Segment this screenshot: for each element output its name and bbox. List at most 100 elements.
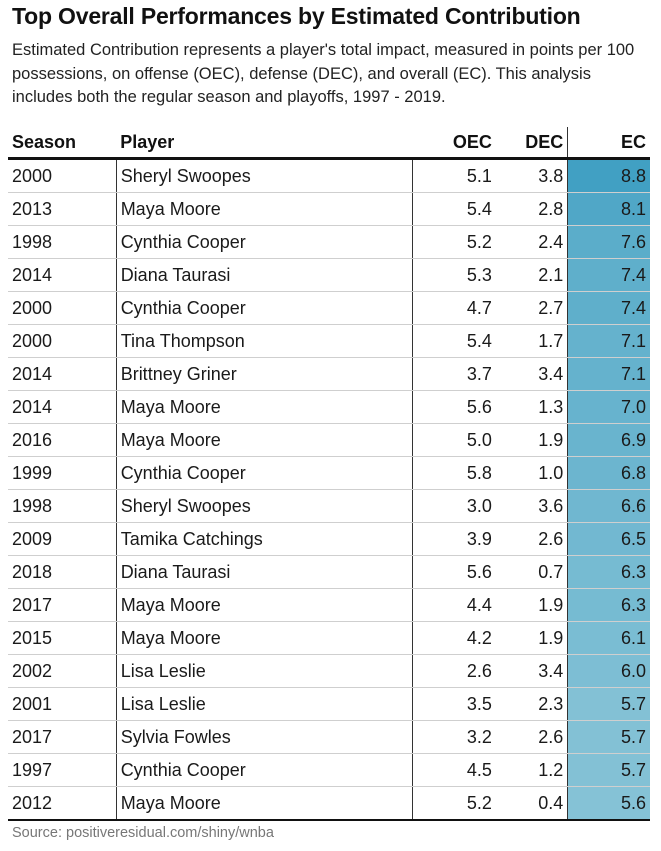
ec-cell: 7.4 [567,258,650,292]
season-cell: 2000 [8,324,117,358]
player-cell: Sylvia Fowles [116,720,413,754]
dec-cell: 0.4 [495,786,568,821]
table-body: 2000 Sheryl Swoopes 5.1 3.8 8.8 2013 Maya Moor… [8,158,650,821]
table-row: 2009 Tamika Catchings 3.9 2.6 6.5 [8,522,650,556]
player-cell: Brittney Griner [116,357,413,391]
oec-cell: 5.6 [412,390,496,424]
oec-cell: 5.4 [412,324,496,358]
dec-cell: 3.6 [495,489,568,523]
player-cell: Diana Taurasi [116,258,413,292]
season-cell: 2012 [8,786,117,821]
oec-cell: 4.5 [412,753,496,787]
ec-cell: 6.3 [567,588,650,622]
season-cell: 2014 [8,390,117,424]
season-cell: 2018 [8,555,117,589]
dec-cell: 1.9 [495,423,568,457]
ec-cell: 6.8 [567,456,650,490]
table-row: 2014 Brittney Griner 3.7 3.4 7.1 [8,357,650,391]
ec-cell: 6.1 [567,621,650,655]
dec-cell: 1.7 [495,324,568,358]
oec-cell: 5.2 [412,786,496,821]
player-cell: Diana Taurasi [116,555,413,589]
oec-cell: 5.0 [412,423,496,457]
season-cell: 2017 [8,588,117,622]
table-row: 1998 Cynthia Cooper 5.2 2.4 7.6 [8,225,650,259]
player-cell: Maya Moore [116,621,413,655]
dec-cell: 1.3 [495,390,568,424]
performance-table: Season Player OEC DEC EC 2000 Sheryl Swoo… [8,127,650,821]
table-row: 2016 Maya Moore 5.0 1.9 6.9 [8,423,650,457]
dec-cell: 3.8 [495,158,568,193]
oec-cell: 5.2 [412,225,496,259]
dec-cell: 2.8 [495,192,568,226]
source-note: Source: positiveresidual.com/shiny/wnba [12,825,274,841]
player-cell: Tamika Catchings [116,522,413,556]
season-cell: 2014 [8,357,117,391]
dec-cell: 2.6 [495,720,568,754]
table-row: 1997 Cynthia Cooper 4.5 1.2 5.7 [8,753,650,787]
ec-cell: 7.4 [567,291,650,325]
table-row: 1999 Cynthia Cooper 5.8 1.0 6.8 [8,456,650,490]
dec-cell: 2.1 [495,258,568,292]
oec-cell: 2.6 [412,654,496,688]
season-cell: 1997 [8,753,117,787]
season-cell: 2016 [8,423,117,457]
oec-cell: 4.4 [412,588,496,622]
season-cell: 2002 [8,654,117,688]
oec-cell: 5.6 [412,555,496,589]
oec-cell: 3.5 [412,687,496,721]
ec-cell: 7.1 [567,324,650,358]
dec-cell: 2.3 [495,687,568,721]
ec-cell: 6.6 [567,489,650,523]
table-row: 2017 Maya Moore 4.4 1.9 6.3 [8,588,650,622]
table-row: 2014 Diana Taurasi 5.3 2.1 7.4 [8,258,650,292]
season-cell: 2017 [8,720,117,754]
ec-cell: 8.8 [567,158,650,193]
player-cell: Cynthia Cooper [116,291,413,325]
ec-cell: 6.3 [567,555,650,589]
chart-title: Top Overall Performances by Estimated Co… [12,3,581,29]
table-header-row: Season Player OEC DEC EC [8,127,650,160]
dec-cell: 1.2 [495,753,568,787]
dec-cell: 3.4 [495,654,568,688]
season-cell: 2013 [8,192,117,226]
dec-cell: 1.9 [495,588,568,622]
season-cell: 2015 [8,621,117,655]
ec-cell: 6.9 [567,423,650,457]
oec-cell: 3.2 [412,720,496,754]
table-row: 2013 Maya Moore 5.4 2.8 8.1 [8,192,650,226]
dec-cell: 2.7 [495,291,568,325]
dec-cell: 2.6 [495,522,568,556]
table-row: 2000 Cynthia Cooper 4.7 2.7 7.4 [8,291,650,325]
ec-cell: 7.0 [567,390,650,424]
dec-cell: 1.0 [495,456,568,490]
season-cell: 2009 [8,522,117,556]
oec-cell: 5.4 [412,192,496,226]
table-row: 2002 Lisa Leslie 2.6 3.4 6.0 [8,654,650,688]
season-cell: 1998 [8,225,117,259]
dec-cell: 3.4 [495,357,568,391]
ec-cell: 6.5 [567,522,650,556]
ec-cell: 8.1 [567,192,650,226]
oec-cell: 5.1 [412,158,496,193]
player-cell: Cynthia Cooper [116,456,413,490]
player-cell: Lisa Leslie [116,654,413,688]
player-cell: Maya Moore [116,786,413,821]
oec-cell: 3.9 [412,522,496,556]
table-row: 2000 Sheryl Swoopes 5.1 3.8 8.8 [8,158,650,193]
oec-cell: 5.3 [412,258,496,292]
player-cell: Maya Moore [116,423,413,457]
ec-cell: 5.6 [567,786,650,821]
player-cell: Lisa Leslie [116,687,413,721]
player-cell: Cynthia Cooper [116,753,413,787]
player-cell: Maya Moore [116,390,413,424]
table-row: 2000 Tina Thompson 5.4 1.7 7.1 [8,324,650,358]
ec-cell: 5.7 [567,687,650,721]
dec-cell: 1.9 [495,621,568,655]
ec-cell: 5.7 [567,753,650,787]
dec-cell: 2.4 [495,225,568,259]
oec-cell: 5.8 [412,456,496,490]
season-cell: 2014 [8,258,117,292]
ec-cell: 7.6 [567,225,650,259]
column-header-player: Player [116,127,413,160]
